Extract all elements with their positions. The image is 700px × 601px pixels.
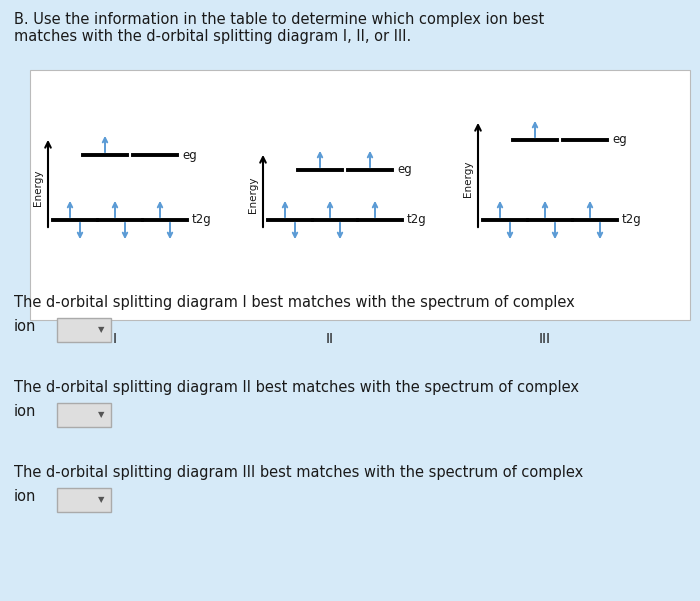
Text: Energy: Energy (463, 160, 473, 197)
Text: B. Use the information in the table to determine which complex ion best
matches : B. Use the information in the table to d… (14, 12, 545, 44)
Text: t2g: t2g (407, 213, 427, 227)
Text: t2g: t2g (192, 213, 211, 227)
Text: t2g: t2g (622, 213, 642, 227)
Text: ▼: ▼ (98, 410, 104, 419)
FancyBboxPatch shape (57, 403, 111, 427)
Text: II: II (326, 332, 334, 346)
Text: I: I (113, 332, 117, 346)
FancyBboxPatch shape (57, 488, 111, 512)
Text: ion: ion (14, 489, 36, 504)
Text: eg: eg (612, 133, 626, 147)
Text: eg: eg (397, 163, 412, 177)
Text: The d-orbital splitting diagram I best matches with the spectrum of complex: The d-orbital splitting diagram I best m… (14, 295, 575, 310)
Bar (30, 70, 690, 320)
Text: ion: ion (14, 319, 36, 334)
Text: The d-orbital splitting diagram II best matches with the spectrum of complex: The d-orbital splitting diagram II best … (14, 380, 579, 395)
Text: III: III (539, 332, 551, 346)
Text: ion: ion (14, 404, 36, 419)
FancyBboxPatch shape (57, 318, 111, 342)
Text: Energy: Energy (33, 169, 43, 206)
Text: ▼: ▼ (98, 495, 104, 504)
Text: eg: eg (182, 148, 197, 162)
Text: Energy: Energy (248, 177, 258, 213)
Text: The d-orbital splitting diagram III best matches with the spectrum of complex: The d-orbital splitting diagram III best… (14, 465, 583, 480)
Text: ▼: ▼ (98, 326, 104, 335)
